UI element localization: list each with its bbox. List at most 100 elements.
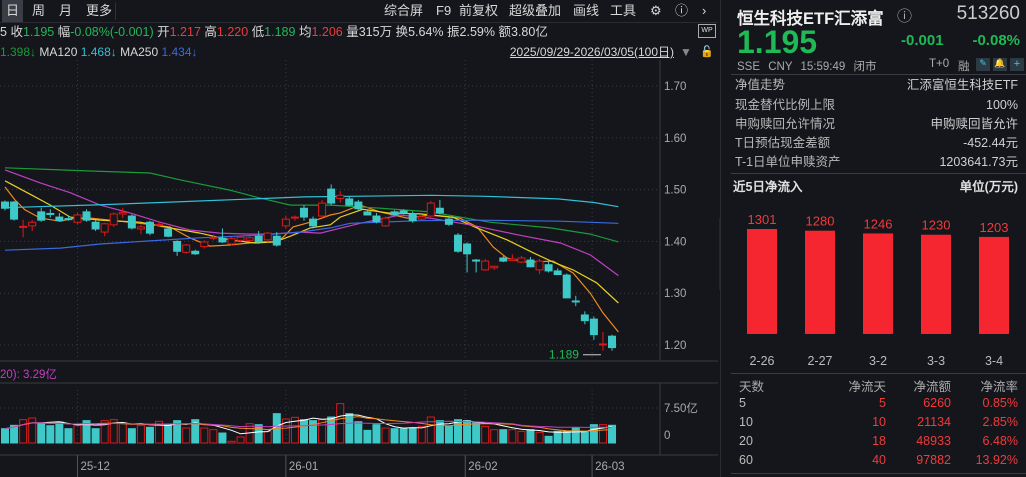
ma120-value: 1.468↓ — [80, 45, 117, 59]
candle-body — [73, 214, 82, 223]
candle — [182, 243, 191, 254]
divider — [115, 2, 116, 20]
volume-bar — [435, 420, 444, 444]
candle — [490, 265, 499, 270]
volume-bar — [200, 427, 209, 444]
candle-body — [10, 201, 19, 220]
candle — [472, 259, 481, 273]
candle — [408, 211, 417, 223]
inflow-value-label: 1230 — [922, 218, 951, 233]
volume-bar — [417, 425, 426, 444]
kline-chart[interactable]: 1.70 1.60 1.50 1.40 1.30 1.20 25-12 26-01 26-02 2… — [0, 60, 718, 477]
candle-body — [327, 188, 336, 204]
period-week-tab[interactable]: 周 — [32, 3, 46, 18]
info-label: T-1日单位申赎资产 — [735, 155, 841, 169]
ma5-line — [4, 186, 619, 333]
candle-body — [182, 244, 191, 253]
volume-bar — [28, 417, 37, 444]
date-tick-label: 25-12 — [80, 461, 109, 473]
composite-screen-button[interactable]: 综合屏 — [384, 3, 424, 18]
add-icon[interactable]: + — [1010, 58, 1024, 71]
inflow-date-label: 3-4 — [985, 354, 1003, 368]
bell-icon[interactable]: 🔔 — [993, 58, 1007, 71]
price-tick-label: 1.50 — [664, 185, 686, 197]
volume-bar — [1, 428, 9, 444]
volume-bar — [164, 424, 173, 444]
candle — [345, 196, 354, 207]
volume-bar — [299, 419, 308, 444]
candle-body — [472, 259, 481, 262]
period-more-tab[interactable]: 更多 — [86, 3, 113, 18]
candle — [426, 200, 435, 218]
lock-icon[interactable]: 🔓 — [700, 46, 714, 58]
volume-bar — [10, 424, 19, 444]
candle-body — [191, 250, 200, 255]
low-label: 低 — [251, 25, 265, 39]
table-header: 天数 — [739, 380, 765, 394]
candle-body — [290, 216, 299, 219]
ma60-line — [4, 167, 619, 243]
date-tick-label: 26-03 — [595, 461, 624, 473]
candle — [309, 216, 318, 229]
forward-adjust-button[interactable]: 前复权 — [459, 3, 499, 18]
table-cell: 18 — [872, 434, 886, 448]
dropdown-triangle-icon[interactable]: ▼ — [680, 45, 692, 59]
wp-icon[interactable]: WP — [698, 24, 716, 38]
open-label: 开 — [157, 25, 170, 39]
edit-icon[interactable]: ✎ — [976, 58, 990, 71]
candle-body — [454, 234, 462, 252]
period-day-tab[interactable]: 日 — [2, 0, 24, 22]
candle-body — [444, 218, 453, 225]
candle-body — [399, 210, 408, 214]
volume-bar — [390, 428, 399, 444]
date-range-selector[interactable]: 2025/09/29-2026/03/05(100日) — [509, 45, 674, 59]
draw-line-button[interactable]: 画线 — [573, 3, 600, 18]
price-tick-label: 1.40 — [664, 236, 686, 248]
candle — [55, 212, 64, 222]
chevron-right-icon[interactable]: › — [702, 3, 707, 18]
volume-bar — [173, 420, 182, 444]
candle-body — [417, 216, 426, 220]
candle — [463, 242, 472, 273]
period-month-tab[interactable]: 月 — [59, 3, 73, 18]
volume-bar — [290, 416, 299, 444]
divider — [731, 473, 1026, 474]
candle — [82, 209, 91, 222]
tools-button[interactable]: 工具 — [610, 3, 637, 18]
volume-ma5-line — [4, 414, 613, 435]
volume-ma20-line — [4, 420, 613, 430]
candle-body — [37, 211, 46, 221]
table-cell: 6260 — [923, 396, 951, 410]
table-header: 净流天 — [848, 380, 886, 394]
help-icon[interactable]: ⓘ — [675, 3, 689, 18]
candle-body — [127, 215, 136, 229]
divider — [731, 74, 1026, 75]
nav-trend-row[interactable]: 净值走势 汇添富恒生科技ETF — [735, 75, 1018, 95]
high-value: 1.220 — [216, 25, 249, 39]
candle — [200, 240, 209, 249]
f9-button[interactable]: F9 — [436, 3, 452, 18]
candle — [164, 227, 173, 238]
candle-body — [1, 201, 9, 209]
table-cell: 60 — [739, 453, 753, 467]
gear-icon[interactable]: ⚙ — [650, 3, 662, 18]
candle — [28, 220, 37, 232]
margin-label: 融 — [958, 61, 970, 73]
flow-title: 近5日净流入 — [733, 180, 803, 194]
info-icon[interactable]: ⓘ — [897, 8, 913, 25]
volume-value: 315万 — [358, 25, 393, 39]
candle-body — [164, 228, 173, 237]
divider — [0, 22, 718, 23]
candle-body — [390, 211, 399, 216]
t0-label: T+0 — [929, 58, 950, 70]
inflow-value-label: 1246 — [864, 216, 893, 231]
volume-bar — [19, 419, 28, 444]
volume-bar — [37, 422, 46, 444]
candle — [10, 200, 19, 221]
volume-bar — [155, 420, 164, 444]
price-change: -0.001 — [901, 32, 944, 49]
candle-body — [354, 201, 363, 210]
super-overlay-button[interactable]: 超级叠加 — [509, 3, 562, 18]
candle-body — [309, 218, 318, 227]
volume-tick-label: 7.50亿 — [664, 402, 698, 415]
